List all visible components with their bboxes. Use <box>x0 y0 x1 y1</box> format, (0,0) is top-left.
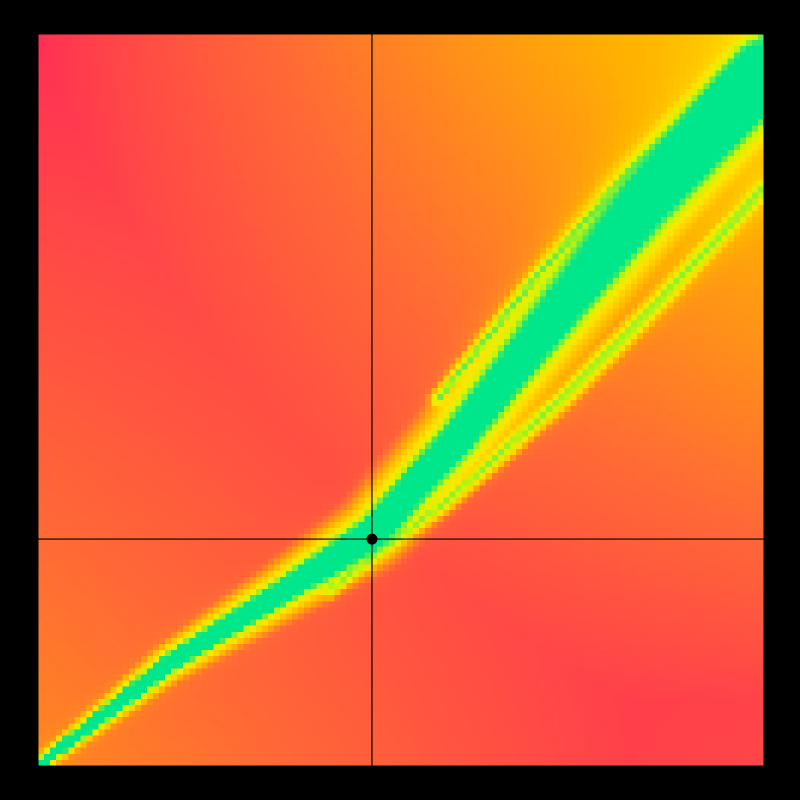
frame-right <box>764 34 800 766</box>
chart-container: TheBottleneck.com <box>0 0 800 800</box>
frame-bottom <box>0 766 800 800</box>
frame-left <box>0 34 38 766</box>
heatmap-canvas <box>38 34 764 766</box>
watermark-text: TheBottleneck.com <box>571 4 764 30</box>
